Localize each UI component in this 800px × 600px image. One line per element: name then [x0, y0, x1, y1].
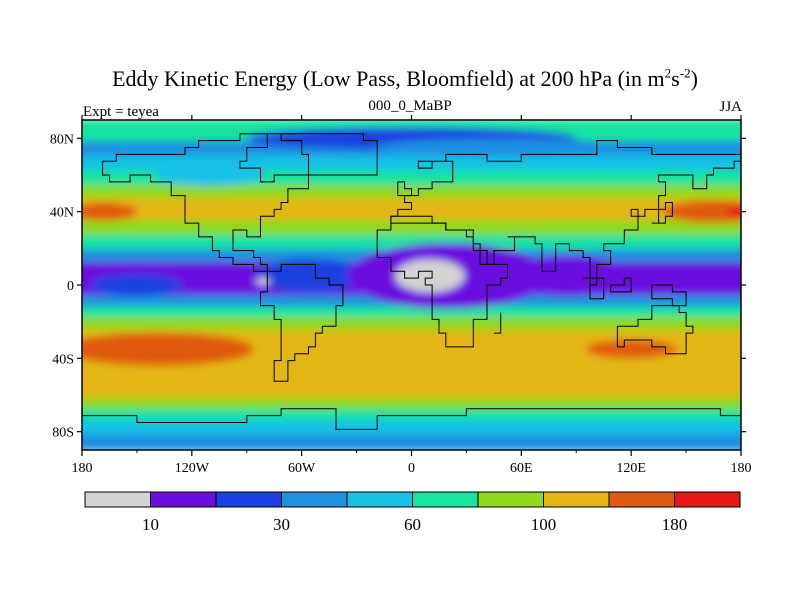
eke-region — [255, 277, 271, 286]
colorbar-box — [608, 491, 675, 508]
eke-region — [726, 206, 741, 218]
zonal-band — [82, 397, 741, 411]
eke-region — [374, 138, 632, 157]
zonal-band — [82, 419, 741, 437]
y-axis: 80N 40N 0 40S 80S — [50, 132, 746, 441]
coastline — [610, 277, 632, 293]
coastline — [376, 215, 509, 348]
coastline — [651, 202, 673, 224]
zonal-band — [82, 234, 741, 252]
x-tick-label: 180 — [72, 461, 93, 476]
x-axis: 180 120W 60W 0 60E 120E 180 — [72, 115, 752, 476]
x-tick-label: 60W — [288, 461, 316, 476]
coastline — [390, 140, 741, 286]
x-tick-label: 180 — [731, 461, 752, 476]
coastline — [260, 263, 344, 382]
season-label: JJA — [719, 99, 742, 115]
x-tick-label: 120W — [175, 461, 210, 476]
coastline — [280, 133, 378, 176]
colorbar-box — [412, 491, 479, 508]
coastline — [651, 284, 687, 307]
colorbar-box — [477, 491, 544, 508]
colorbar-box — [150, 491, 217, 508]
chart-title: Eddy Kinetic Energy (Low Pass, Bloomfiel… — [112, 65, 698, 91]
y-tick-label: 40S — [52, 352, 74, 367]
eke-region — [395, 259, 465, 293]
coastlines — [82, 133, 741, 430]
eke-region — [585, 340, 677, 359]
zonal-band — [82, 219, 741, 237]
colorbar: 10 30 60 100 180 — [84, 491, 741, 534]
zonal-band — [82, 317, 741, 332]
colorbar-box — [281, 491, 348, 508]
coastline — [102, 133, 309, 272]
colorbar-box — [346, 491, 413, 508]
period-label: 000_0_MaBP — [368, 98, 452, 114]
colorbar-label: 100 — [531, 515, 557, 534]
colorbar-box — [543, 491, 610, 508]
eke-region — [82, 332, 255, 366]
y-tick-label: 40N — [50, 206, 74, 221]
coastline — [82, 408, 741, 430]
zonal-band — [82, 434, 741, 450]
eke-region — [82, 202, 137, 221]
coastline — [583, 277, 605, 300]
eke-region — [155, 164, 266, 186]
y-tick-label: 80N — [50, 132, 74, 147]
colorbar-label: 180 — [662, 515, 688, 534]
colorbar-box — [215, 491, 282, 508]
colorbar-box — [674, 491, 741, 508]
eke-region — [662, 200, 741, 223]
eke-region — [91, 274, 183, 296]
coastline — [616, 305, 694, 355]
eke-region — [503, 255, 632, 296]
experiment-label: Expt = teyea — [83, 104, 159, 120]
colorbar-box — [84, 491, 151, 508]
x-tick-label: 60E — [510, 461, 533, 476]
zonal-band — [82, 306, 741, 319]
x-tick-label: 120E — [616, 461, 646, 476]
colorbar-label: 10 — [142, 515, 159, 534]
eke-region — [255, 259, 366, 293]
coastline — [493, 312, 502, 334]
y-tick-label: 80S — [52, 426, 74, 441]
colorbar-label: 30 — [273, 515, 290, 534]
coastline — [397, 181, 412, 197]
x-tick-label: 0 — [408, 461, 415, 476]
colorbar-label: 60 — [404, 515, 421, 534]
y-tick-label: 0 — [67, 279, 74, 294]
